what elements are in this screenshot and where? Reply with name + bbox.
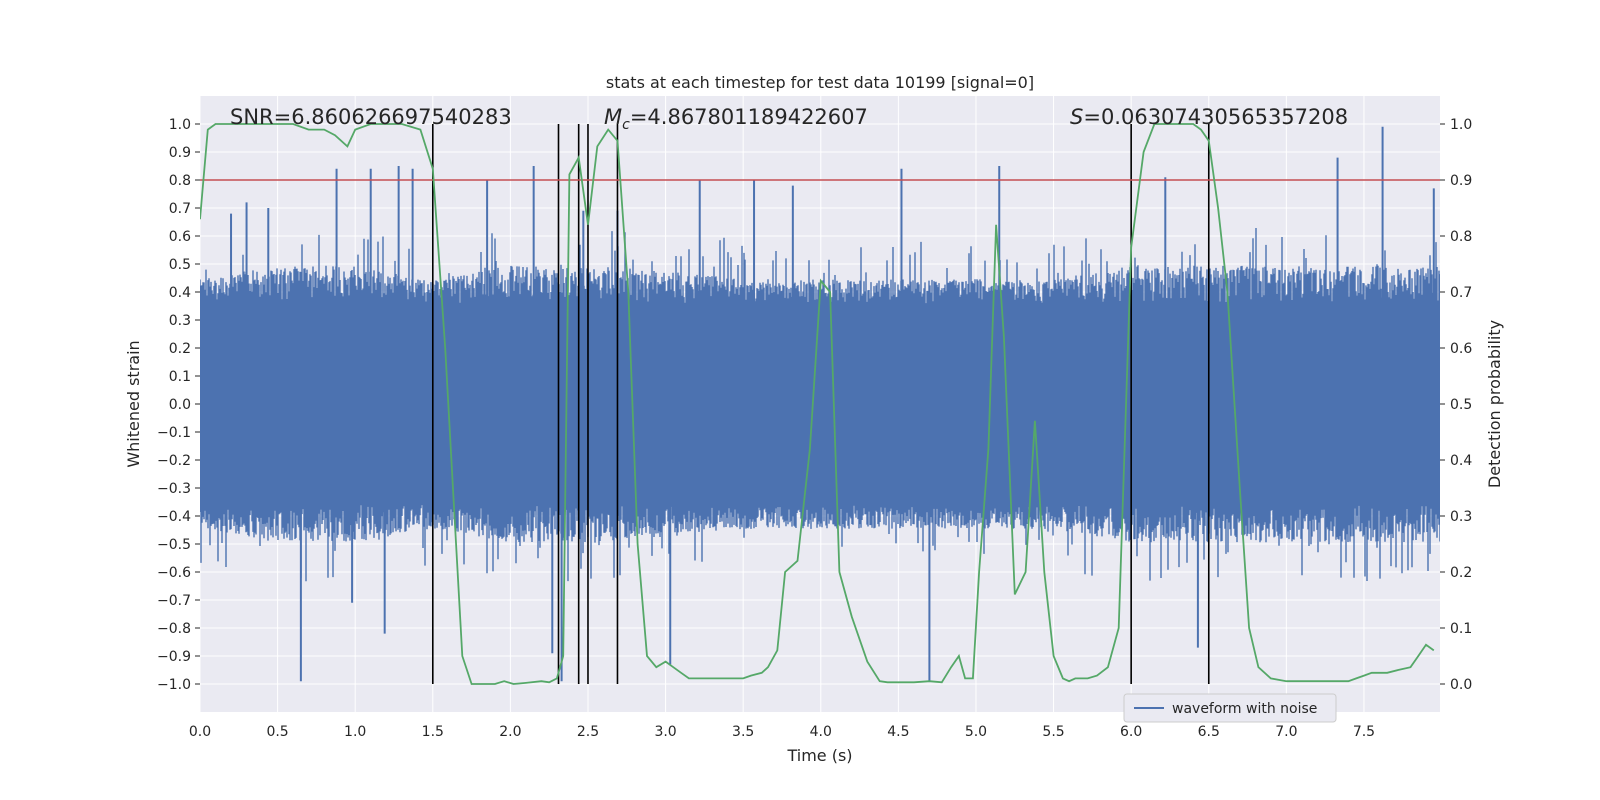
x-tick-label: 5.5	[1042, 724, 1064, 740]
x-tick-label: 4.0	[810, 724, 832, 740]
x-tick-label: 3.5	[732, 724, 754, 740]
x-tick-label: 0.5	[266, 724, 288, 740]
x-axis-label: Time (s)	[786, 746, 852, 765]
y2-tick-label: 0.3	[1450, 509, 1472, 525]
legend-box	[1123, 693, 1337, 723]
x-tick-label: 2.0	[499, 724, 521, 740]
y-tick-label: −0.7	[157, 593, 191, 609]
y-tick-label: 0.9	[169, 145, 191, 161]
s-symbol: S	[1070, 105, 1083, 129]
waveform-band	[200, 228, 1440, 582]
y-tick-label: 0.0	[169, 397, 191, 413]
y2-tick-label: 0.8	[1450, 229, 1472, 245]
x-tick-label: 1.5	[422, 724, 444, 740]
y-tick-label: −1.0	[157, 677, 191, 693]
y-tick-label: −0.6	[157, 565, 191, 581]
y2-tick-label: 0.9	[1450, 173, 1472, 189]
x-tick-label: 7.0	[1275, 724, 1297, 740]
x-tick-label: 4.5	[887, 724, 909, 740]
chirp-mass-symbol: M	[604, 105, 622, 129]
y-tick-label: 0.3	[169, 313, 191, 329]
y-axis-label: Whitened strain	[124, 340, 143, 467]
y-tick-label: −0.2	[157, 453, 191, 469]
chirp-mass-value: =4.867801189422607	[630, 105, 868, 129]
s-annotation: S=0.06307430565357208	[1070, 105, 1348, 129]
y2-ticks: 0.0 0.1 0.2 0.3 0.4 0.5 0.6 0.7 0.8 0.9 1.0	[1440, 117, 1472, 693]
y2-tick-label: 0.6	[1450, 341, 1472, 357]
x-tick-label: 3.0	[654, 724, 676, 740]
x-tick-label: 6.0	[1120, 724, 1142, 740]
y-tick-label: −0.1	[157, 425, 191, 441]
legend-label: waveform with noise	[1172, 701, 1317, 717]
probability-series	[200, 123, 1435, 685]
x-tick-label: 1.0	[344, 724, 366, 740]
y-tick-label: 0.2	[169, 341, 191, 357]
probability-line	[200, 123, 1435, 685]
y-tick-label: 0.4	[169, 285, 191, 301]
y-tick-label: 0.1	[169, 369, 191, 385]
x-tick-label: 7.5	[1353, 724, 1375, 740]
y-tick-label: −0.8	[157, 621, 191, 637]
y-tick-label: −0.3	[157, 481, 191, 497]
y-tick-label: 1.0	[169, 117, 191, 133]
y2-tick-label: 0.0	[1450, 677, 1472, 693]
chart-title: stats at each timestep for test data 101…	[606, 73, 1034, 92]
y-tick-label: 0.8	[169, 173, 191, 189]
waveform-series	[200, 126, 1440, 682]
y2-tick-label: 0.1	[1450, 621, 1472, 637]
x-tick-label: 5.0	[965, 724, 987, 740]
legend: waveform with noise	[1123, 693, 1337, 723]
y2-tick-label: 0.4	[1450, 453, 1472, 469]
y-tick-label: −0.5	[157, 537, 191, 553]
x-tick-label: 0.0	[189, 724, 211, 740]
y2-tick-label: 0.7	[1450, 285, 1472, 301]
y-tick-label: −0.9	[157, 649, 191, 665]
x-ticks: 0.0 0.5 1.0 1.5 2.0 2.5 3.0 3.5 4.0 4.5 5.0 5.5 6.0 6…	[189, 724, 1375, 740]
x-tick-label: 2.5	[577, 724, 599, 740]
y-tick-label: −0.4	[157, 509, 191, 525]
y2-tick-label: 0.5	[1450, 397, 1472, 413]
y2-tick-label: 0.2	[1450, 565, 1472, 581]
snr-annotation: SNR=6.860626697540283	[230, 105, 512, 129]
s-value: =0.06307430565357208	[1083, 105, 1348, 129]
chirp-mass-subscript: c	[622, 117, 630, 133]
y2-tick-label: 1.0	[1450, 117, 1472, 133]
y2-axis-label: Detection probability	[1485, 320, 1504, 488]
y-ticks: −1.0 −0.9 −0.8 −0.7 −0.6 −0.5 −0.4 −0.3 −0.2 −0.1…	[157, 117, 200, 693]
chirp-mass-annotation: Mc=4.867801189422607	[604, 105, 868, 133]
y-tick-label: 0.5	[169, 257, 191, 273]
y-tick-label: 0.6	[169, 229, 191, 245]
x-tick-label: 6.5	[1198, 724, 1220, 740]
y-tick-label: 0.7	[169, 201, 191, 217]
